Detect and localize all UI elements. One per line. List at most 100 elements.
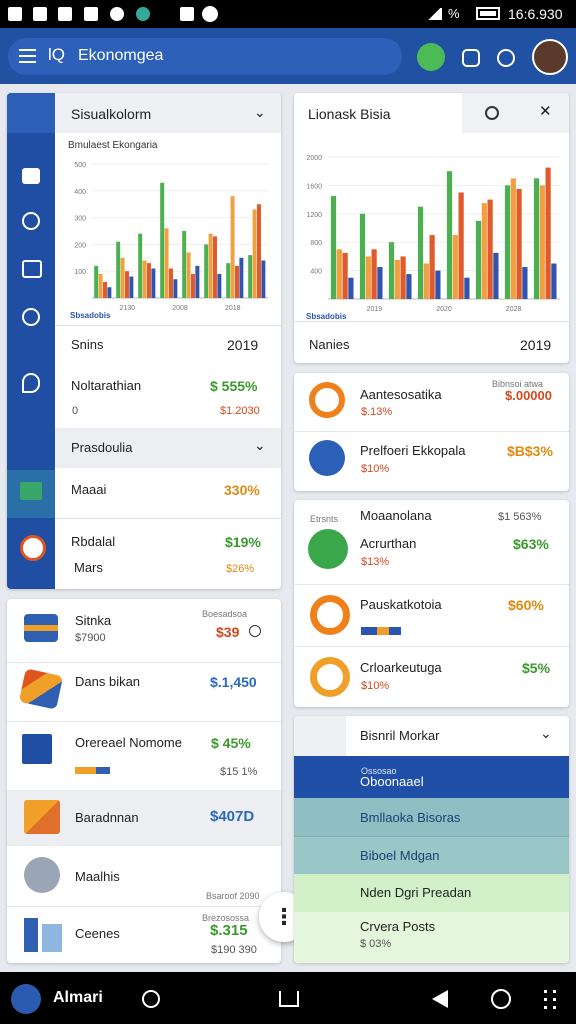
bar	[116, 241, 121, 298]
y-tick-label: 400	[74, 189, 86, 196]
nav-icon[interactable]	[22, 260, 42, 278]
market-row[interactable]	[294, 836, 569, 875]
circle-icon	[308, 529, 348, 569]
bar	[475, 220, 482, 299]
bar	[204, 244, 209, 298]
bar	[504, 185, 511, 299]
row-note: Bsaroof 2090	[206, 891, 260, 901]
back-button[interactable]	[432, 990, 448, 1008]
divider	[7, 662, 281, 663]
bar	[522, 267, 528, 299]
nav-icon[interactable]	[20, 482, 42, 500]
bar	[348, 277, 354, 299]
nav-icon[interactable]	[22, 212, 40, 230]
battery-percent: %	[448, 6, 460, 21]
market-row[interactable]	[294, 798, 569, 836]
app-icon[interactable]	[11, 984, 41, 1014]
bar	[394, 259, 400, 299]
bar	[330, 196, 337, 299]
assist-button[interactable]	[491, 989, 511, 1009]
market-row[interactable]	[294, 874, 569, 912]
home-button[interactable]	[279, 991, 299, 1007]
row-label: Acrurthan	[360, 536, 417, 551]
bar	[257, 204, 261, 298]
chart-title: Bmulaest Ekongaria	[68, 140, 158, 151]
nav-icon[interactable]	[22, 168, 40, 184]
bar	[423, 263, 429, 299]
bar	[208, 233, 213, 298]
bar	[164, 228, 169, 298]
chevron[interactable]: ⌄	[254, 104, 266, 120]
settings-button[interactable]	[462, 49, 480, 67]
user-button[interactable]	[485, 106, 499, 120]
market-row[interactable]	[294, 756, 569, 798]
bar	[545, 167, 551, 299]
divider	[294, 584, 569, 585]
y-tick-label: 100	[74, 269, 86, 276]
bar	[226, 263, 231, 298]
app-title: Ekonomgea	[78, 47, 164, 64]
apps-button[interactable]	[544, 990, 547, 993]
list-icon	[42, 924, 62, 952]
nav-icon[interactable]	[22, 373, 40, 393]
list-icon	[22, 734, 52, 764]
bar	[94, 265, 99, 298]
row-label: Dans bikan	[75, 674, 141, 689]
chevron[interactable]: ⌄	[540, 725, 552, 741]
bar	[417, 206, 424, 299]
nav-icon[interactable]	[22, 308, 40, 326]
item-value: $ 555%	[210, 378, 258, 394]
avatar[interactable]	[532, 39, 568, 75]
divider	[7, 906, 281, 907]
bar	[182, 231, 187, 298]
bar	[400, 256, 406, 299]
header-actions	[462, 93, 569, 133]
bar	[169, 268, 173, 298]
bar	[371, 249, 377, 299]
bar	[464, 277, 470, 299]
row-sub: $13%	[361, 556, 390, 568]
card-title: Lionask Bisia	[308, 106, 391, 122]
bar	[195, 265, 200, 298]
radio[interactable]	[249, 625, 261, 637]
row-label: Prelfoeri Ekkopala	[360, 443, 466, 458]
bar	[138, 233, 143, 298]
bar	[533, 178, 540, 299]
clock-button[interactable]	[497, 49, 515, 67]
bar	[377, 267, 383, 299]
list-icon	[24, 857, 60, 893]
mini-bar	[75, 767, 110, 774]
market-row[interactable]	[294, 912, 569, 963]
menu-button[interactable]	[19, 49, 36, 51]
chevron[interactable]: ⌄	[254, 437, 266, 453]
close-button[interactable]: ✕	[539, 103, 552, 120]
row-label: Ceenes	[75, 926, 120, 941]
divider	[55, 518, 281, 519]
bar	[388, 242, 395, 299]
app-name[interactable]: Almari	[53, 989, 103, 1006]
status-icon	[110, 7, 124, 21]
x-tick-label: 2020	[436, 306, 452, 313]
status-icon	[33, 7, 47, 21]
sidebar-toggle[interactable]	[7, 93, 55, 133]
row-note: Boesadsoa	[202, 609, 248, 619]
bar	[191, 273, 195, 298]
battery-icon	[476, 7, 500, 20]
nav-button[interactable]	[142, 990, 160, 1008]
nav-icon[interactable]	[20, 535, 46, 561]
row-value: $B$3%	[507, 443, 553, 459]
market-card	[294, 716, 569, 963]
donut-icon	[309, 382, 345, 418]
bar	[261, 260, 266, 298]
bar	[446, 171, 453, 299]
row-label: Sitnka	[75, 613, 112, 628]
status-button[interactable]	[417, 43, 445, 71]
search-bar[interactable]	[8, 38, 402, 75]
row-value: $.315	[210, 922, 248, 939]
row-sub: $7900	[75, 632, 106, 644]
section-header	[55, 428, 281, 468]
status-icon	[58, 7, 72, 21]
divider	[55, 325, 281, 326]
divider	[294, 431, 569, 432]
row-note: Brezosossa	[202, 913, 250, 923]
